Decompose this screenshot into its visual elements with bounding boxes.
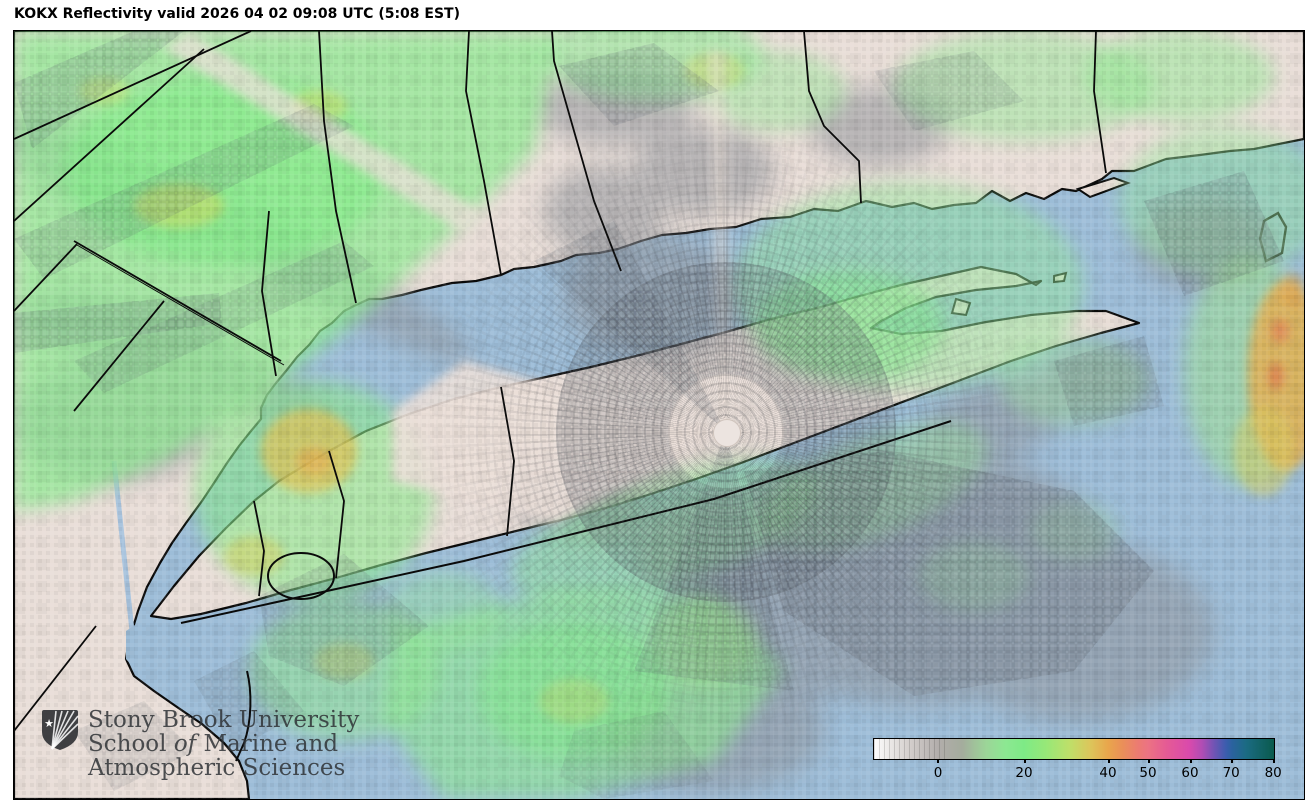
- nj-county-line: [73, 300, 165, 412]
- li-county-line: [500, 386, 515, 537]
- colorbar: 0 20 40 50 60 70 80: [860, 708, 1286, 781]
- nj-ny-state-line: [76, 244, 285, 366]
- page-title: KOKX Reflectivity valid 2026 04 02 09:08…: [14, 6, 461, 22]
- jamaica-bay-outline: [267, 552, 335, 600]
- li-county-line: [328, 450, 345, 579]
- sbu-shield-icon: ★: [42, 710, 79, 750]
- ct-county-line: [551, 31, 622, 272]
- colorbar-tick-label: 20: [1015, 765, 1033, 781]
- sandy-hook-spit: [235, 670, 252, 762]
- colorbar-striations: [874, 739, 946, 759]
- boundary-lines-layer: [14, 31, 1107, 762]
- barrier-island-line: [180, 420, 952, 624]
- colorbar-tick-label: 50: [1139, 765, 1157, 781]
- ct-county-line: [803, 31, 862, 204]
- radar-map-svg: [14, 31, 1304, 799]
- logo-line-3: Atmospheric Sciences: [88, 755, 346, 781]
- colorbar-tick-label: 40: [1099, 765, 1117, 781]
- colorbar-tick-label: 60: [1181, 765, 1199, 781]
- pixel-grid-overlay: [14, 31, 1304, 799]
- star-icon: ★: [44, 717, 54, 730]
- logo-line-2: School of Marine and: [88, 731, 339, 757]
- ct-ri-state-line: [1093, 31, 1107, 174]
- nj-county-line: [14, 243, 78, 312]
- nw-diagonal-line: [14, 48, 205, 222]
- ny-ct-state-line: [318, 31, 357, 304]
- sbu-logo: ★ Stony Brook University School of Marin…: [40, 708, 359, 780]
- westchester-line: [261, 210, 277, 377]
- nj-county-line: [14, 625, 97, 732]
- nj-ny-state-line: [73, 240, 282, 362]
- colorbar-gradient: 0 20 40 50 60 70 80: [873, 738, 1282, 781]
- li-county-line: [253, 500, 265, 597]
- radar-site-marker: [713, 419, 741, 447]
- ct-county-line: [465, 31, 502, 276]
- colorbar-tick-label: 80: [1264, 765, 1282, 781]
- sbu-logo-text: Stony Brook University School of Marine …: [88, 708, 359, 780]
- logo-line-1: Stony Brook University: [88, 707, 360, 733]
- map-canvas: [13, 30, 1305, 800]
- colorbar-tick-label: 70: [1222, 765, 1240, 781]
- nw-diagonal-line: [14, 31, 252, 140]
- colorbar-tick-label: 0: [933, 765, 943, 781]
